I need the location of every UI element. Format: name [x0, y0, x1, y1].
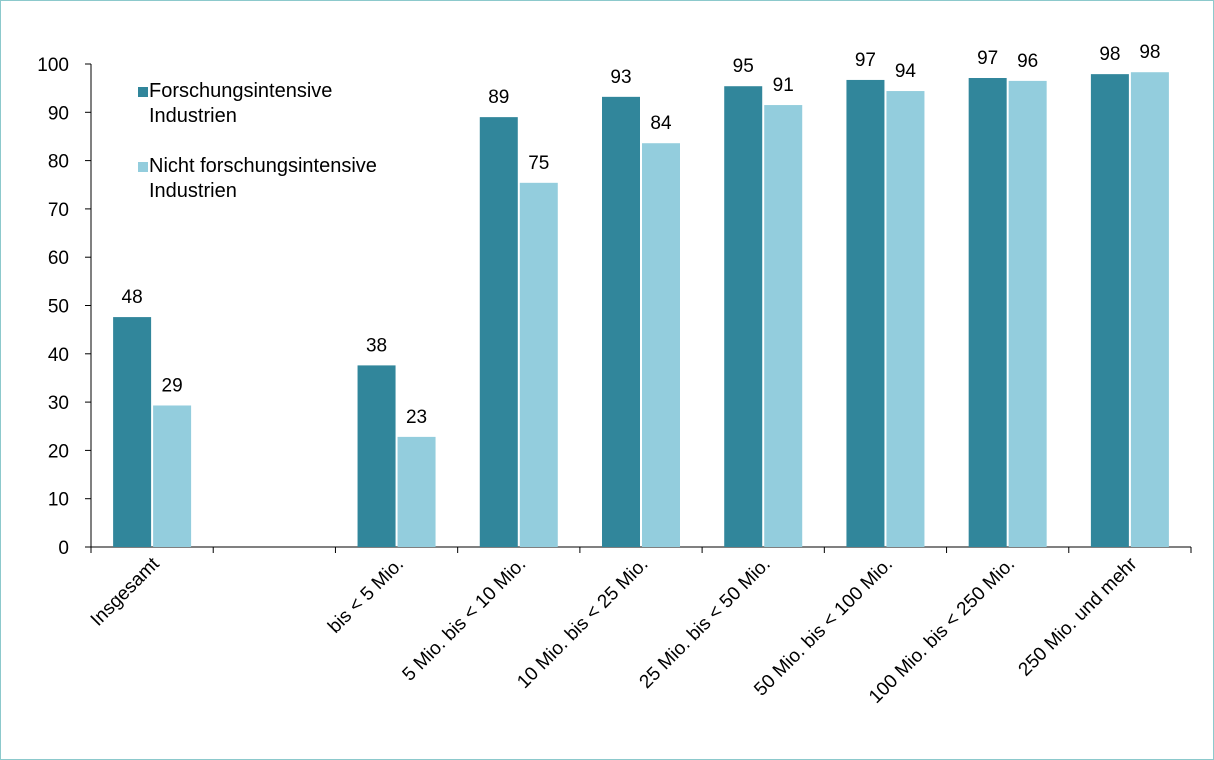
y-tick-label: 10	[48, 490, 69, 511]
y-tick-label: 70	[48, 200, 69, 221]
bar	[968, 78, 1007, 547]
value-label: 98	[1099, 44, 1120, 65]
x-tick-label: 10 Mio. bis < 25 Mio.	[513, 554, 652, 693]
bar	[397, 436, 436, 547]
bar	[1130, 72, 1169, 547]
bar	[642, 143, 680, 547]
bar	[479, 117, 518, 547]
bar	[1008, 80, 1047, 547]
bar	[1090, 74, 1129, 547]
y-tick-label: 40	[48, 345, 69, 366]
x-tick-label: 50 Mio. bis < 100 Mio.	[750, 554, 897, 701]
y-tick-label: 90	[48, 103, 69, 124]
x-tick-label: Insgesamt	[87, 553, 164, 630]
legend-swatch	[138, 162, 148, 172]
value-label: 96	[1017, 51, 1038, 72]
y-tick-label: 50	[48, 297, 69, 318]
y-tick-label: 60	[48, 248, 69, 269]
y-tick-label: 30	[48, 393, 69, 414]
y-tick-label: 80	[48, 152, 69, 173]
x-tick-label: 5 Mio. bis < 10 Mio.	[399, 554, 531, 686]
bar	[846, 79, 885, 548]
bar	[357, 365, 396, 547]
value-label: 75	[528, 153, 549, 174]
bar	[113, 317, 152, 547]
legend-label: Forschungsintensive Industrien	[149, 80, 333, 127]
value-label: 93	[610, 67, 631, 88]
y-tick-label: 0	[58, 538, 69, 559]
legend-swatch	[138, 87, 148, 97]
value-label: 97	[855, 50, 876, 71]
y-tick-label: 100	[37, 55, 69, 76]
value-label: 89	[488, 87, 509, 108]
value-label: 23	[406, 407, 427, 428]
value-label: 94	[895, 61, 917, 82]
x-tick-label: bis < 5 Mio.	[324, 554, 408, 638]
value-label: 84	[650, 113, 672, 134]
bar	[886, 91, 925, 547]
value-label: 95	[733, 56, 754, 77]
legend-label: Nicht forschungsintensive Industrien	[149, 155, 377, 202]
bar	[764, 105, 803, 548]
value-label: 29	[162, 375, 183, 396]
bar	[602, 96, 640, 548]
x-tick-label: 250 Mio. und mehr	[1015, 553, 1142, 680]
value-label: 97	[977, 48, 998, 69]
value-label: 48	[122, 287, 143, 308]
value-label: 38	[366, 335, 387, 356]
value-label: 98	[1139, 42, 1160, 63]
y-tick-label: 20	[48, 441, 69, 462]
bar	[153, 405, 192, 547]
x-tick-label: 25 Mio. bis < 50 Mio.	[636, 554, 775, 693]
bar	[519, 182, 558, 547]
bar	[724, 86, 763, 547]
value-label: 91	[773, 75, 794, 96]
